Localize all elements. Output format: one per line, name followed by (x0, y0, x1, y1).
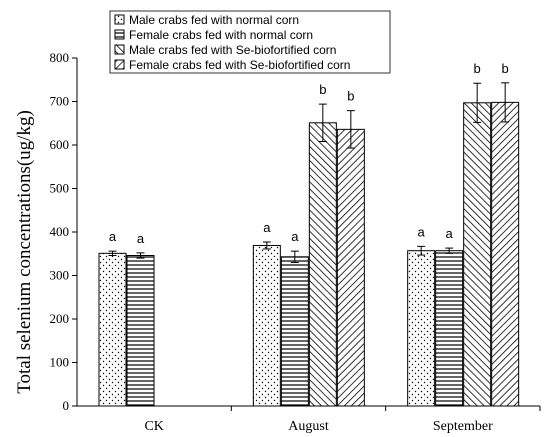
legend-label: Female crabs fed with normal corn (129, 28, 313, 42)
legend-label: Female crabs fed with Se-biofortified co… (129, 58, 350, 72)
y-ticks: 0 100 200 300 400 500 600 700 800 (50, 50, 77, 413)
legend-box (109, 10, 391, 74)
bar (491, 101, 520, 407)
legend-swatch (114, 59, 125, 70)
y-tick-label: 0 (63, 398, 70, 413)
legend-swatch (114, 29, 125, 40)
y-tick-label: 600 (50, 137, 70, 152)
legend-swatch (114, 14, 125, 25)
significance-letter: a (137, 231, 145, 246)
x-category-label: August (288, 419, 329, 434)
significance-letter: b (502, 61, 509, 76)
significance-letter: b (319, 82, 326, 97)
bar (280, 256, 309, 407)
y-tick-label: 700 (50, 94, 70, 109)
y-tick-label: 300 (50, 268, 70, 283)
y-tick-label: 800 (50, 50, 70, 65)
bar (435, 250, 464, 407)
bars: a a a a a a b b b b (98, 61, 520, 407)
x-category-label: CK (144, 419, 163, 434)
legend-label: Male crabs fed with Se-biofortified corn (129, 43, 336, 57)
significance-letter: a (418, 224, 426, 239)
x-category-labels: CK August September (144, 406, 541, 434)
bar (463, 102, 492, 407)
bar (252, 244, 281, 407)
bar (98, 252, 127, 407)
y-tick-label: 100 (50, 355, 70, 370)
y-tick-label: 200 (50, 311, 70, 326)
significance-letter: a (291, 229, 299, 244)
significance-letter: a (109, 229, 117, 244)
significance-letter: a (263, 220, 271, 235)
y-axis-label: Total selenium concentrations(ug/kg) (14, 110, 35, 394)
y-tick-label: 500 (50, 181, 70, 196)
y-tick-label: 400 (50, 224, 70, 239)
bar (407, 250, 436, 407)
significance-letter: b (347, 89, 354, 104)
bar (126, 254, 155, 407)
significance-letter: a (446, 226, 454, 241)
legend-label: Male crabs fed with normal corn (129, 13, 299, 27)
legend-swatch (114, 44, 125, 55)
bar (308, 122, 337, 407)
x-category-label: September (433, 419, 493, 434)
significance-letter: b (474, 61, 481, 76)
bar (336, 128, 365, 407)
